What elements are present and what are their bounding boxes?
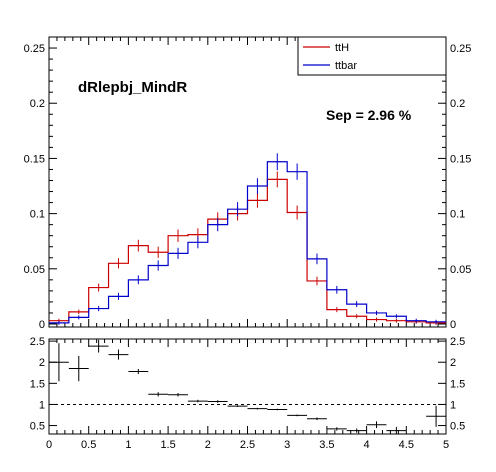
x-tick-label: 3.5 [319, 439, 334, 451]
separation-annotation: Sep = 2.96 % [326, 107, 412, 123]
y-tick-label-right: 0.15 [450, 153, 471, 165]
y-tick-label-right: 0.1 [450, 209, 465, 221]
y-tick-label-right: 0.2 [450, 98, 465, 110]
ratio-y-tick-label-right: 1.5 [450, 378, 465, 390]
legend-label-tth: ttH [335, 42, 349, 54]
y-tick-label-left: 0.05 [24, 264, 45, 276]
y-tick-label-left: 0 [39, 319, 45, 331]
ratio-y-tick-label-left: 1.5 [30, 378, 45, 390]
y-tick-label-right: 0.05 [450, 264, 471, 276]
y-tick-label-right: 0 [450, 319, 456, 331]
x-tick-label: 2 [205, 439, 211, 451]
lower-plot-frame [48, 338, 447, 435]
upper-series [49, 153, 446, 325]
legend-box [297, 36, 447, 76]
x-tick-label: 2.5 [240, 439, 255, 451]
ratio-y-tick-label-left: 2 [39, 357, 45, 369]
ratio-y-tick-label-right: 2.5 [450, 336, 465, 348]
ratio-y-tick-label-left: 1 [39, 399, 45, 411]
chart-title: dRlepbj_MindR [78, 79, 187, 96]
ratio-y-tick-label-right: 0.5 [450, 421, 465, 433]
x-tick-label: 0 [46, 439, 52, 451]
x-tick-label: 3 [284, 439, 290, 451]
y-tick-label-left: 0.15 [24, 153, 45, 165]
series-ttbar-line [49, 161, 446, 324]
legend: ttH ttbar [297, 36, 447, 76]
x-tick-label: 4 [364, 439, 370, 451]
lower-axes: 0.5 0.51 11.5 1.52 22.5 2.50 0.5 1 1.5 2 2.5 3 3.5 4 4… [30, 336, 466, 451]
y-tick-label-left: 0.25 [24, 43, 45, 55]
y-tick-label-right: 0.25 [450, 43, 471, 55]
ratio-y-tick-label-right: 2 [450, 357, 456, 369]
y-tick-label-left: 0.1 [30, 209, 45, 221]
ratio-y-tick-label-left: 0.5 [30, 421, 45, 433]
x-tick-label: 4.5 [399, 439, 414, 451]
x-tick-label: 5 [443, 439, 449, 451]
legend-label-ttbar: ttbar [335, 60, 357, 72]
y-tick-label-left: 0.2 [30, 98, 45, 110]
lower-series [49, 339, 446, 434]
ratio-y-tick-label-left: 2.5 [30, 336, 45, 348]
x-tick-label: 0.5 [81, 439, 96, 451]
x-tick-label: 1.5 [160, 439, 175, 451]
x-tick-label: 1 [125, 439, 131, 451]
ratio-y-tick-label-right: 1 [450, 399, 456, 411]
